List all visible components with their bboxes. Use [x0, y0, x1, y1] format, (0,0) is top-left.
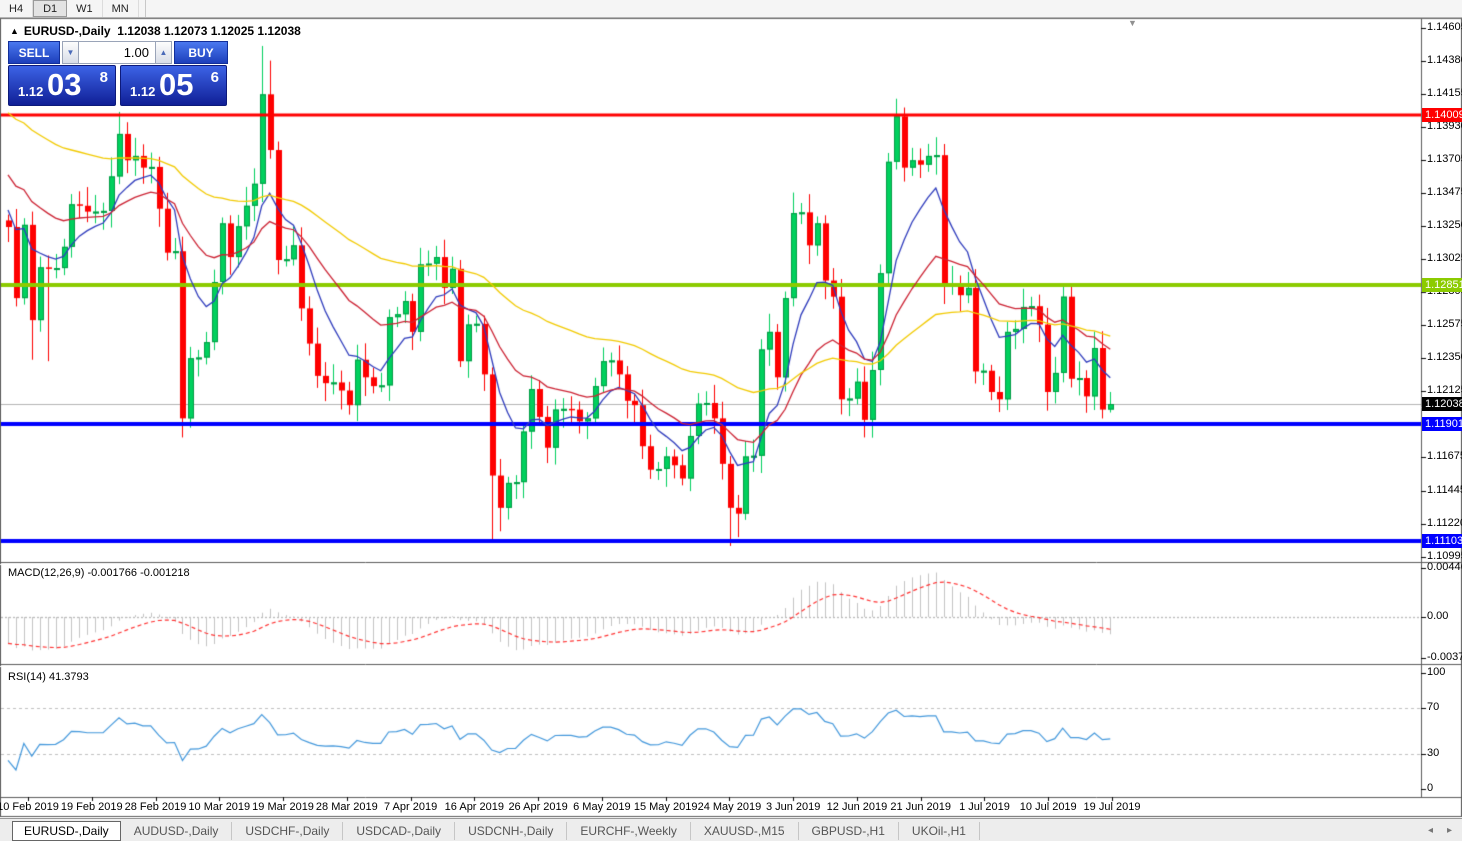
sell-price-pips: 03	[47, 67, 82, 102]
chart-tab-usdcad-daily[interactable]: USDCAD-,Daily	[343, 821, 456, 840]
buy-quote-button[interactable]: 1.12 05 6	[120, 65, 227, 106]
price-axis-tick-label: 1.13930	[1427, 119, 1462, 132]
volume-input[interactable]	[79, 41, 155, 64]
time-axis-label: 16 Apr 2019	[444, 801, 505, 813]
tab-scroll-arrows: ◂ ▸	[1428, 825, 1452, 836]
price-axis-tick-label: 1.10995	[1427, 549, 1462, 562]
chart-tab-bar: EURUSD-,Daily AUDUSD-,Daily USDCHF-,Daily U…	[0, 818, 1462, 841]
macd-axis-tick-label: -0.003715	[1427, 650, 1462, 663]
price-axis-tick-label: 1.11675	[1427, 450, 1462, 463]
time-axis-label: 19 Feb 2019	[60, 801, 123, 813]
chart-shift-marker-icon: ▼	[1128, 18, 1137, 28]
price-axis-tick-label: 1.14155	[1427, 86, 1462, 99]
time-axis-label: 28 Mar 2019	[315, 801, 378, 813]
rsi-axis-tick-label: 70	[1427, 700, 1440, 713]
one-click-trading-panel: SELL ▼ ▲ BUY 1.12 03 8 1.12 05 6	[8, 41, 228, 106]
time-axis-label: 10 Feb 2019	[0, 801, 59, 813]
price-axis-tick-label: 1.11220	[1427, 516, 1462, 529]
chart-tab-ukoil-h1[interactable]: UKOil-,H1	[899, 821, 980, 840]
time-axis-label: 19 Jul 2019	[1083, 801, 1141, 813]
sell-button[interactable]: SELL	[8, 41, 60, 64]
buy-price-bigfigure: 1.12	[130, 84, 156, 99]
chart-title: ▲ EURUSD-,Daily 1.12038 1.12073 1.12025 1…	[10, 24, 301, 38]
price-axis-tick-label: 1.14380	[1427, 53, 1462, 66]
time-axis-label: 1 Jul 2019	[959, 801, 1010, 813]
time-axis-label: 7 Apr 2019	[383, 801, 438, 813]
chart-tab-eurchf-weekly[interactable]: EURCHF-,Weekly	[567, 821, 691, 840]
chart-tab-xauusd-m15[interactable]: XAUUSD-,M15	[691, 821, 799, 840]
time-axis-label: 24 May 2019	[697, 801, 762, 813]
timeframe-toolbar: H4 D1 W1 MN	[0, 0, 1462, 18]
price-axis-badge: 1.11901	[1422, 417, 1462, 432]
time-axis-label: 10 Mar 2019	[188, 801, 251, 813]
price-axis-tick-label: 1.13250	[1427, 219, 1462, 232]
time-axis-label: 10 Jul 2019	[1019, 801, 1077, 813]
price-axis-badge: 1.14009	[1422, 108, 1462, 122]
price-axis-tick-label: 1.12575	[1427, 318, 1462, 331]
price-axis-tick-label: 1.12125	[1427, 384, 1462, 397]
price-axis-badge: 1.12851	[1422, 277, 1462, 292]
price-axis-tick-label: 1.13705	[1427, 152, 1462, 165]
timeframe-button-mn[interactable]: MN	[103, 0, 139, 17]
chart-tab-gbpusd-h1[interactable]: GBPUSD-,H1	[799, 821, 899, 840]
price-axis-tick-label: 1.11445	[1427, 483, 1462, 496]
price-axis-badge: 1.11103	[1422, 534, 1462, 549]
price-axis-tick-label: 1.13025	[1427, 252, 1462, 265]
time-axis-label: 3 Jun 2019	[765, 801, 821, 813]
time-axis-label: 26 Apr 2019	[508, 801, 568, 813]
chart-tab-usdchf-daily[interactable]: USDCHF-,Daily	[232, 821, 344, 840]
chart-tab-usdcnh-daily[interactable]: USDCNH-,Daily	[455, 821, 568, 840]
volume-decrease-button[interactable]: ▼	[62, 41, 79, 64]
price-axis-tick-label: 1.14605	[1427, 20, 1462, 33]
buy-price-point: 6	[210, 69, 219, 86]
time-axis-label: 15 May 2019	[633, 801, 698, 813]
chart-symbol-label: EURUSD-,Daily	[23, 24, 111, 38]
sell-price-point: 8	[99, 69, 108, 86]
toolbar-separator	[139, 0, 146, 17]
rsi-indicator-label: RSI(14) 41.3793	[8, 671, 89, 683]
rsi-axis-tick-label: 30	[1427, 747, 1440, 760]
macd-axis-tick-label: 0.004465	[1427, 560, 1462, 573]
time-axis-label: 28 Feb 2019	[124, 801, 187, 813]
time-axis-label: 19 Mar 2019	[252, 801, 314, 813]
volume-increase-button[interactable]: ▲	[155, 41, 172, 64]
chart-tab-eurusd-daily[interactable]: EURUSD-,Daily	[12, 820, 121, 841]
timeframe-button-h4[interactable]: H4	[0, 0, 34, 17]
tab-scroll-left-icon[interactable]: ◂	[1427, 825, 1433, 836]
time-axis-label: 12 Jun 2019	[826, 801, 888, 813]
macd-axis-tick-label: 0.00	[1427, 610, 1449, 622]
chart-ohlc-values: 1.12038 1.12073 1.12025 1.12038	[117, 24, 301, 38]
buy-price-pips: 05	[159, 67, 194, 102]
rsi-axis-tick-label: 100	[1427, 666, 1446, 678]
time-axis-label: 21 Jun 2019	[890, 801, 951, 813]
rsi-axis-tick-label: 0	[1427, 782, 1434, 794]
tab-scroll-right-icon[interactable]: ▸	[1446, 825, 1452, 836]
timeframe-button-d1[interactable]: D1	[33, 0, 68, 17]
volume-stepper: ▼ ▲	[62, 41, 172, 64]
chart-tab-audusd-daily[interactable]: AUDUSD-,Daily	[121, 821, 233, 840]
collapse-indicator-icon[interactable]: ▲	[10, 26, 19, 36]
macd-indicator-label: MACD(12,26,9) -0.001766 -0.001218	[8, 567, 190, 579]
time-axis-label: 6 May 2019	[573, 801, 631, 813]
price-axis-badge: 1.12038	[1422, 397, 1462, 411]
price-axis-tick-label: 1.13475	[1427, 186, 1462, 199]
sell-quote-button[interactable]: 1.12 03 8	[8, 65, 116, 106]
price-axis-tick-label: 1.12350	[1427, 351, 1462, 364]
timeframe-button-w1[interactable]: W1	[67, 0, 103, 17]
buy-button[interactable]: BUY	[174, 41, 228, 64]
sell-price-bigfigure: 1.12	[18, 84, 44, 99]
